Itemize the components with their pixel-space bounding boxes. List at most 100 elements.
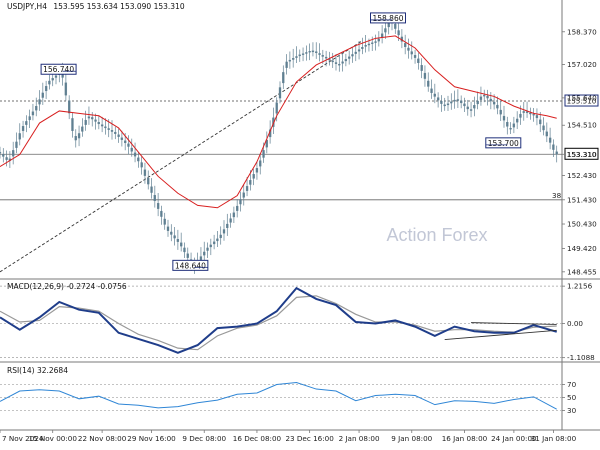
candle-body [163, 218, 166, 225]
candle-body [532, 114, 535, 116]
candle-body [147, 178, 150, 185]
candle-body [216, 238, 219, 242]
candle-body [77, 133, 81, 139]
candle-body [380, 33, 384, 38]
x-tick-label: 29 Nov 16:00 [127, 434, 176, 443]
candle-body [74, 136, 77, 141]
candle-body [473, 105, 476, 109]
rsi-y-tick-label: 30 [567, 406, 577, 415]
candle-body [229, 218, 232, 223]
candle-body [282, 72, 285, 84]
candle-body [87, 116, 91, 119]
macd-y-tick-label: 0.00 [567, 319, 583, 328]
candle-body [479, 96, 483, 100]
level-label: 38.2 [552, 191, 568, 200]
candle-body [81, 126, 84, 132]
candle-body [367, 43, 371, 46]
candle-body [239, 199, 242, 205]
candle-body [344, 59, 348, 62]
candle-body [555, 151, 558, 155]
candle-body [456, 99, 460, 101]
candle-body [232, 212, 236, 218]
candle-body [542, 125, 545, 131]
macd-lower-trendline [444, 329, 557, 340]
watermark: Action Forex [386, 225, 487, 245]
candle-body [483, 94, 486, 97]
candle-body [331, 60, 334, 63]
candle-body [301, 53, 305, 55]
candle-body [525, 111, 529, 113]
candle-body [120, 137, 124, 140]
candle-body [440, 101, 443, 104]
rsi-y-tick-label: 70 [567, 380, 577, 389]
candle-body [212, 241, 216, 245]
candle-body [463, 103, 466, 107]
rsi-line [0, 382, 557, 410]
candle-body [104, 126, 107, 129]
candle-body [262, 150, 265, 158]
main-y-tick-label: 159.780 [567, 0, 597, 2]
candle-body [12, 150, 15, 157]
candle-body [476, 100, 479, 105]
x-tick-label: 22 Nov 08:00 [78, 434, 127, 443]
candle-body [397, 30, 400, 36]
candle-body [285, 61, 288, 68]
macd-y-tick-label: -1.1088 [567, 353, 595, 362]
candle-body [5, 157, 8, 160]
candle-body [305, 52, 308, 54]
candle-body [245, 186, 249, 191]
x-tick-label: 9 Dec 08:00 [182, 434, 226, 443]
rsi-y-tick-label: 50 [567, 393, 577, 402]
candle-body [236, 205, 239, 211]
candle-body [44, 86, 48, 92]
main-y-tick-label: 155.640 [567, 93, 597, 102]
price-label-box [40, 63, 77, 75]
x-tick-label: 16 Jan 08:00 [442, 434, 488, 443]
candle-body [71, 118, 74, 132]
candle-body [466, 106, 469, 110]
candle-body [552, 144, 555, 150]
candle-body [278, 87, 282, 99]
candle-body [387, 23, 390, 28]
candle-body [54, 75, 58, 78]
x-tick-label: 9 Jan 08:00 [391, 434, 432, 443]
candle-body [512, 123, 516, 128]
price-label-text: 153.700 [488, 139, 519, 148]
candle-body [199, 256, 203, 260]
x-tick-label: 31 Jan 08:00 [531, 434, 577, 443]
candle-body [535, 115, 539, 119]
candle-body [249, 180, 252, 185]
main-price-panel: 38.2 158.860 156.740 153.700 148.640 [0, 12, 568, 274]
candle-body [219, 234, 222, 239]
main-y-tick-label: 151.430 [567, 195, 597, 204]
price-label-text: 156.740 [43, 65, 74, 74]
candle-body [31, 111, 35, 116]
macd-title: MACD(12,26,9) -0.2724 -0.0756 [7, 282, 127, 291]
candle-body [143, 169, 147, 176]
x-tick-label: 23 Dec 16:00 [285, 434, 334, 443]
candle-body [51, 78, 54, 81]
moving-average-line [0, 35, 557, 209]
price-label-text: 158.860 [372, 14, 403, 23]
right-axis-highlight-text: 153.310 [567, 150, 597, 159]
x-tick-label: 16 Dec 08:00 [233, 434, 282, 443]
candle-body [315, 51, 318, 54]
candle-body [35, 106, 38, 111]
candle-body [433, 93, 436, 97]
candle-body [242, 192, 245, 198]
price-label-box [172, 259, 209, 271]
candle-body [2, 154, 5, 157]
candle-body [41, 92, 44, 98]
candle-body [203, 251, 206, 256]
candle-body [423, 72, 427, 79]
candle-body [209, 244, 212, 248]
x-tick-label: 24 Jan 00:00 [491, 434, 537, 443]
candle-body [539, 119, 542, 125]
candle-body [91, 117, 94, 120]
macd-line [0, 286, 557, 354]
candle-body [351, 54, 354, 57]
candle-body [226, 223, 229, 229]
candle-body [15, 141, 18, 148]
